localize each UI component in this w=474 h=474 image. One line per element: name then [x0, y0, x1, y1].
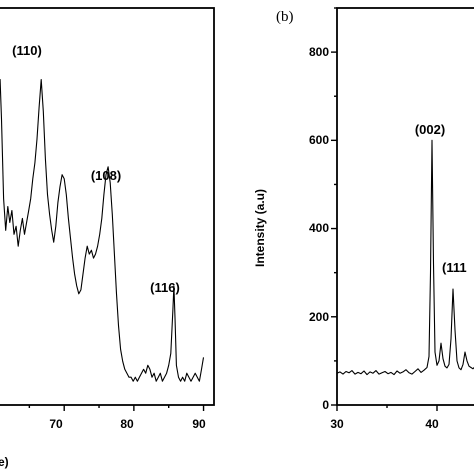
right-panel: (b) 0 200 400 600 800 30 40 Intensity (a…	[253, 7, 474, 431]
left-series-line	[0, 78, 205, 382]
left-peak-label: (116)	[150, 280, 180, 295]
right-axis-ticks	[331, 7, 438, 411]
right-y-tick-label: 200	[309, 310, 329, 324]
right-y-tick-label: 0	[322, 398, 329, 412]
left-peak-label: (108)	[91, 168, 121, 183]
right-y-tick-label: 400	[309, 221, 329, 235]
right-x-tick-label: 40	[425, 417, 439, 431]
right-peak-label: (111	[442, 260, 467, 275]
right-series-line	[336, 139, 474, 376]
right-y-tick-labels: 0 200 400 600 800	[309, 45, 329, 412]
panel-label-b: (b)	[276, 9, 294, 25]
left-x-tick-label: 70	[49, 417, 63, 431]
right-y-axis-title: Intensity (a.u)	[253, 189, 267, 267]
left-x-axis-title: e)	[0, 455, 9, 469]
left-x-tick-label: 80	[120, 417, 134, 431]
right-y-tick-label: 800	[309, 45, 329, 59]
left-plot-frame	[0, 7, 215, 406]
left-panel: 70 80 90 (110) (108) (116) e)	[0, 7, 215, 469]
right-peak-label: (002)	[415, 122, 445, 137]
left-peak-label: (110)	[12, 43, 42, 58]
right-y-tick-label: 600	[309, 133, 329, 147]
left-x-tick-labels: 70 80 90	[49, 417, 206, 431]
right-x-tick-labels: 30 40	[330, 417, 439, 431]
right-plot-frame	[336, 7, 474, 406]
right-x-tick-label: 30	[330, 417, 344, 431]
left-x-tick-label: 90	[192, 417, 206, 431]
left-x-axis	[28, 405, 205, 411]
